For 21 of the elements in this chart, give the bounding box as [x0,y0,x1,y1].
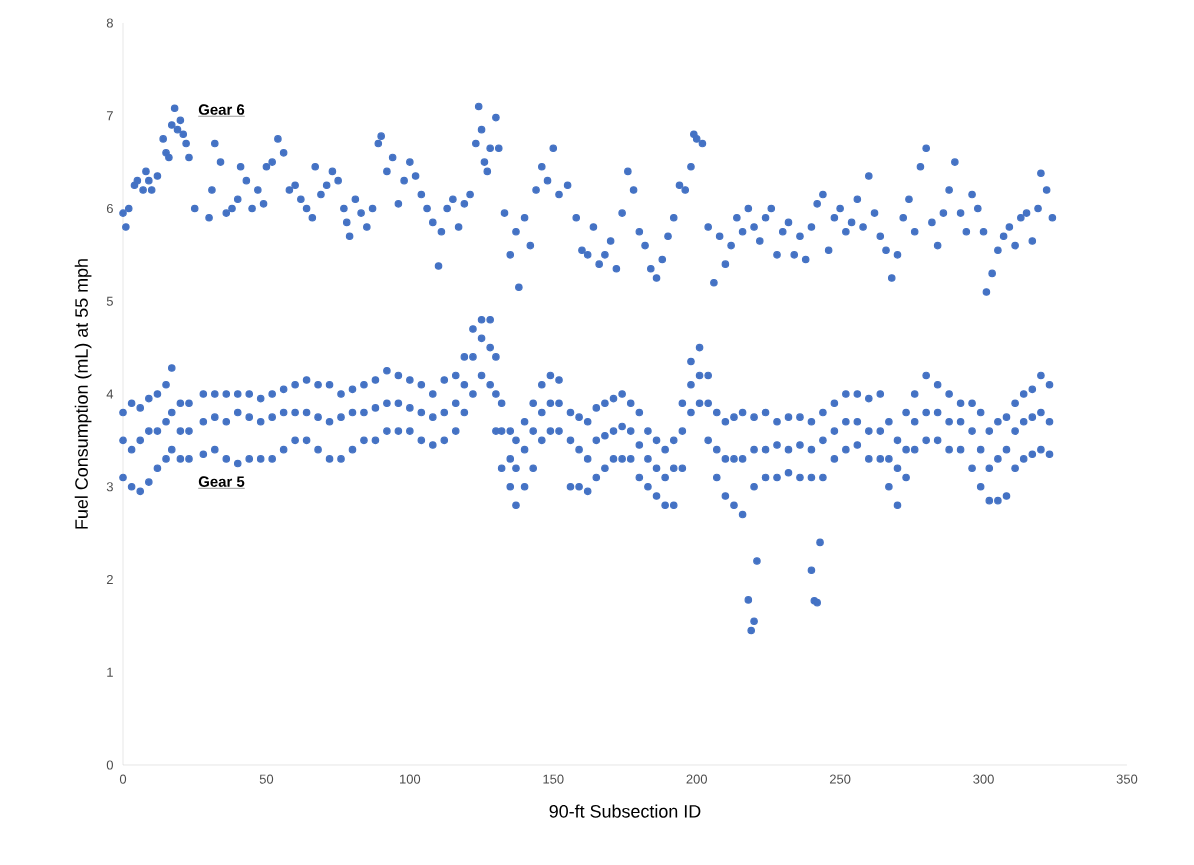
x-tick-label: 250 [829,774,851,784]
x-tick-label: 100 [400,774,421,784]
y-tick-label: 7 [106,111,113,121]
y-tick-label: 6 [106,203,113,214]
x-tick-label: 150 [543,774,564,784]
x-tick-label: 200 [686,774,707,784]
x-axis-title: 90-ft Subsection ID [549,804,701,818]
x-tick-label: 300 [973,774,994,784]
y-tick-label: 1 [107,667,113,677]
x-tick-label: 0 [119,774,127,784]
y-tick-label: 8 [106,18,113,28]
y-tick-label: 0 [106,760,113,770]
y-tick-label: 5 [106,296,113,306]
series-label: Gear 5 [198,476,245,487]
series-label: Gear 6 [198,104,245,115]
y-tick-label: 4 [106,389,114,399]
y-tick-label: 2 [106,574,113,585]
x-tick-label: 350 [1116,774,1138,784]
y-tick-label: 3 [106,482,113,492]
y-axis-title: Fuel Consumption (mL) at 55 mph [74,259,92,529]
x-tick-label: 50 [259,774,274,784]
